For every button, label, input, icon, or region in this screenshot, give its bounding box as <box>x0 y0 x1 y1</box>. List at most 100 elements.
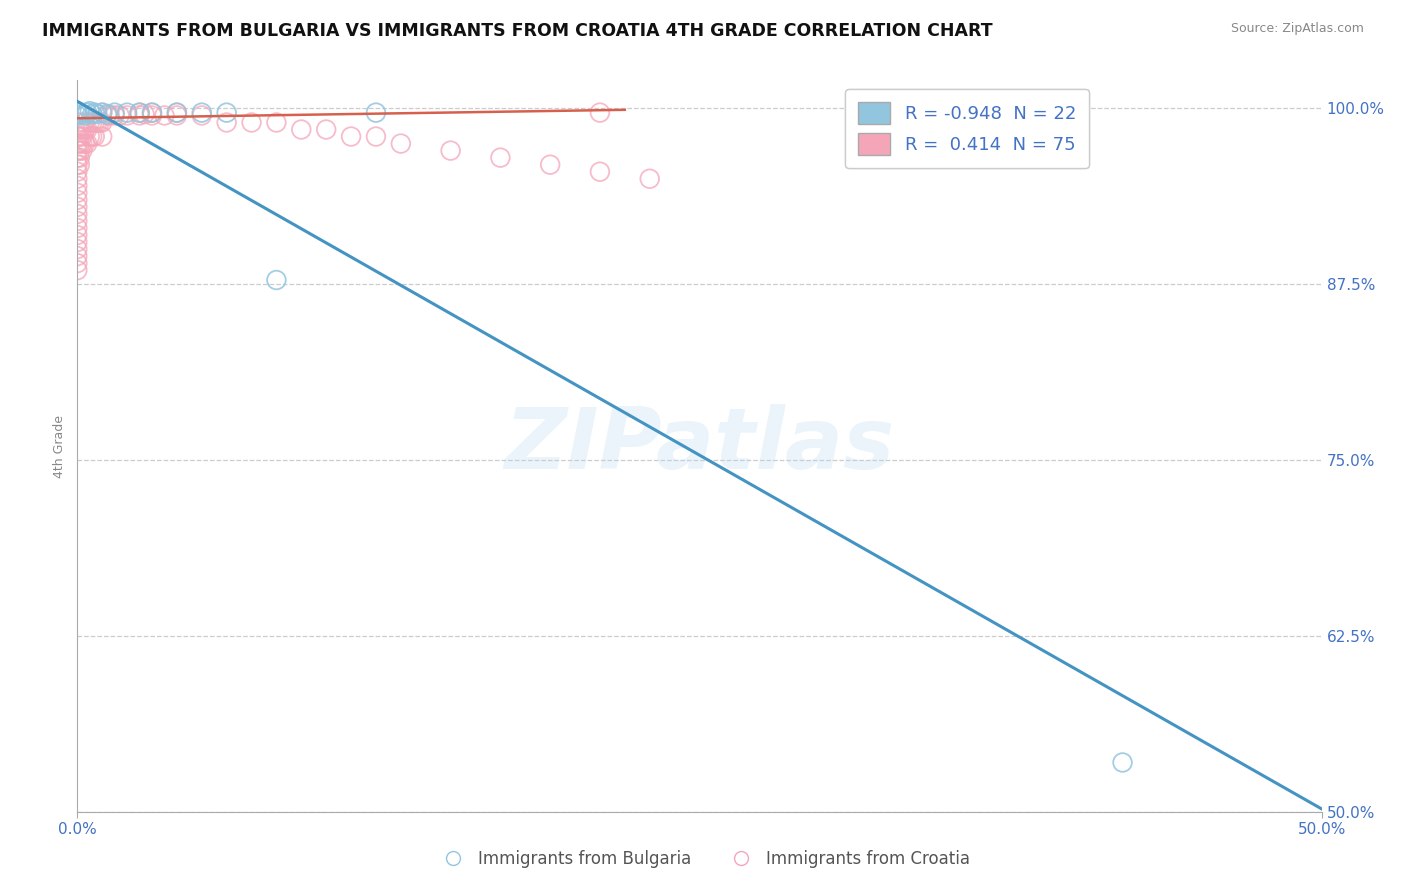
Point <box>108 108 131 122</box>
Y-axis label: 4th Grade: 4th Grade <box>53 415 66 477</box>
Point <box>191 108 214 122</box>
Point <box>128 105 150 120</box>
Text: ZIPatlas: ZIPatlas <box>505 404 894 488</box>
Point <box>91 115 114 129</box>
Point <box>91 105 114 120</box>
Point <box>66 193 89 207</box>
Point <box>364 129 387 144</box>
Point <box>69 151 91 165</box>
Point <box>73 122 96 136</box>
Point <box>98 108 121 122</box>
Point <box>141 105 163 120</box>
Point <box>104 105 127 120</box>
Point <box>141 108 163 122</box>
Point <box>191 105 214 120</box>
Point <box>73 108 96 122</box>
Point <box>1111 756 1133 770</box>
Point <box>66 158 89 172</box>
Legend: Immigrants from Bulgaria, Immigrants from Croatia: Immigrants from Bulgaria, Immigrants fro… <box>429 844 977 875</box>
Point <box>215 115 238 129</box>
Point <box>69 158 91 172</box>
Point <box>589 105 612 120</box>
Point <box>290 122 312 136</box>
Point <box>72 107 94 121</box>
Point <box>166 105 188 120</box>
Point <box>83 129 105 144</box>
Point <box>69 105 91 120</box>
Point <box>66 178 89 193</box>
Point <box>240 115 263 129</box>
Point <box>69 115 91 129</box>
Point <box>79 129 101 144</box>
Point <box>66 171 89 186</box>
Point <box>76 136 98 151</box>
Point <box>86 107 108 121</box>
Point <box>128 108 150 122</box>
Point <box>69 129 91 144</box>
Point <box>104 108 127 122</box>
Point <box>66 227 89 242</box>
Point <box>66 136 89 151</box>
Point <box>83 115 105 129</box>
Point <box>66 104 89 119</box>
Point <box>66 235 89 249</box>
Point <box>69 122 91 136</box>
Point <box>73 115 96 129</box>
Point <box>141 105 163 120</box>
Point <box>66 151 89 165</box>
Point <box>638 171 661 186</box>
Point <box>91 129 114 144</box>
Point <box>72 144 94 158</box>
Point <box>538 158 561 172</box>
Point <box>389 136 412 151</box>
Point <box>266 273 288 287</box>
Legend: R = -0.948  N = 22, R =  0.414  N = 75: R = -0.948 N = 22, R = 0.414 N = 75 <box>845 89 1088 168</box>
Point <box>66 186 89 200</box>
Text: IMMIGRANTS FROM BULGARIA VS IMMIGRANTS FROM CROATIA 4TH GRADE CORRELATION CHART: IMMIGRANTS FROM BULGARIA VS IMMIGRANTS F… <box>42 22 993 40</box>
Point <box>79 115 101 129</box>
Point <box>66 200 89 214</box>
Point <box>115 105 138 120</box>
Point <box>89 115 111 129</box>
Point <box>66 242 89 256</box>
Point <box>166 105 188 120</box>
Point <box>72 129 94 144</box>
Point <box>66 214 89 228</box>
Point <box>86 115 108 129</box>
Point <box>72 136 94 151</box>
Point <box>66 263 89 277</box>
Point <box>66 165 89 179</box>
Point <box>440 144 463 158</box>
Point <box>83 105 105 120</box>
Point <box>266 115 288 129</box>
Point <box>72 122 94 136</box>
Point <box>66 144 89 158</box>
Point <box>82 115 104 129</box>
Point <box>364 105 387 120</box>
Point <box>73 136 96 151</box>
Point <box>79 104 101 119</box>
Point <box>91 105 114 120</box>
Point <box>69 144 91 158</box>
Point <box>76 122 98 136</box>
Point <box>215 105 238 120</box>
Text: Source: ZipAtlas.com: Source: ZipAtlas.com <box>1230 22 1364 36</box>
Point <box>315 122 337 136</box>
Point <box>66 108 89 122</box>
Point <box>82 129 104 144</box>
Point <box>489 151 512 165</box>
Point <box>96 107 118 121</box>
Point <box>589 165 612 179</box>
Point <box>115 108 138 122</box>
Point <box>66 221 89 235</box>
Point <box>69 136 91 151</box>
Point <box>66 207 89 221</box>
Point <box>96 108 118 122</box>
Point <box>82 107 104 121</box>
Point <box>76 105 98 120</box>
Point <box>134 107 156 121</box>
Point <box>128 105 150 120</box>
Point <box>166 108 188 122</box>
Point <box>153 108 176 122</box>
Point <box>66 249 89 263</box>
